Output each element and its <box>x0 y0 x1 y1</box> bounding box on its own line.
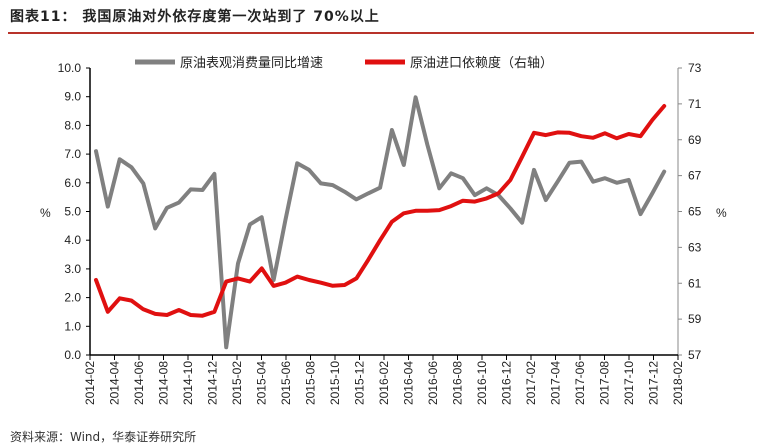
x-tick-label: 2017-08 <box>598 361 612 405</box>
x-tick-label: 2014-06 <box>132 361 146 405</box>
left-tick-label: 7.0 <box>64 147 81 161</box>
x-tick-label: 2016-02 <box>377 361 391 405</box>
right-tick-label: 59 <box>688 312 702 326</box>
x-tick-label: 2018-02 <box>671 361 685 405</box>
x-tick-label: 2015-04 <box>255 361 269 405</box>
right-tick-label: 61 <box>688 276 702 290</box>
legend-label-2: 原油进口依赖度（右轴） <box>410 55 553 71</box>
series-line-2 <box>94 104 667 318</box>
left-tick-label: 9.0 <box>64 90 81 104</box>
x-tick-label: 2017-10 <box>622 361 636 405</box>
x-tick-label: 2014-10 <box>181 361 195 405</box>
left-tick-label: 6.0 <box>64 176 81 190</box>
x-tick-label: 2016-08 <box>451 361 465 405</box>
left-tick-label: 3.0 <box>64 262 81 276</box>
x-tick-label: 2015-02 <box>230 361 244 405</box>
x-tick-label: 2014-08 <box>157 361 171 405</box>
x-tick-label: 2015-06 <box>279 361 293 405</box>
x-tick-label: 2015-08 <box>304 361 318 405</box>
right-tick-label: 67 <box>688 169 702 183</box>
x-tick-label: 2017-12 <box>647 361 661 405</box>
left-tick-label: 0.0 <box>64 348 81 362</box>
right-tick-label: 69 <box>688 133 702 147</box>
chart-title: 图表11： 我国原油对外依存度第一次站到了 70%以上 <box>10 9 380 25</box>
right-tick-label: 63 <box>688 240 702 254</box>
left-tick-label: 10.0 <box>58 61 82 75</box>
left-tick-label: 5.0 <box>64 205 81 219</box>
left-tick-label: 2.0 <box>64 291 81 305</box>
left-axis-label: % <box>40 206 51 220</box>
x-tick-label: 2017-02 <box>524 361 538 405</box>
right-tick-label: 73 <box>688 61 702 75</box>
legend-label-1: 原油表观消费量同比增速 <box>180 56 323 71</box>
left-tick-label: 4.0 <box>64 233 81 247</box>
x-tick-label: 2014-04 <box>108 361 122 405</box>
right-tick-label: 65 <box>688 205 702 219</box>
x-tick-label: 2016-06 <box>426 361 440 405</box>
x-tick-label: 2017-06 <box>573 361 587 405</box>
x-tick-label: 2014-12 <box>206 361 220 405</box>
left-tick-label: 1.0 <box>64 319 81 333</box>
x-tick-label: 2014-02 <box>83 361 97 405</box>
left-tick-label: 8.0 <box>64 118 81 132</box>
right-tick-label: 71 <box>688 97 702 111</box>
source-note: 资料来源：Wind，华泰证券研究所 <box>10 430 197 444</box>
x-tick-label: 2016-12 <box>500 361 514 405</box>
x-tick-label: 2016-10 <box>475 361 489 405</box>
right-axis-label: % <box>716 206 727 220</box>
title-divider <box>8 32 754 34</box>
x-tick-label: 2017-04 <box>549 361 563 405</box>
x-tick-label: 2015-12 <box>353 361 367 405</box>
x-tick-label: 2015-10 <box>328 361 342 405</box>
right-tick-label: 57 <box>688 348 702 362</box>
x-tick-label: 2016-04 <box>402 361 416 405</box>
